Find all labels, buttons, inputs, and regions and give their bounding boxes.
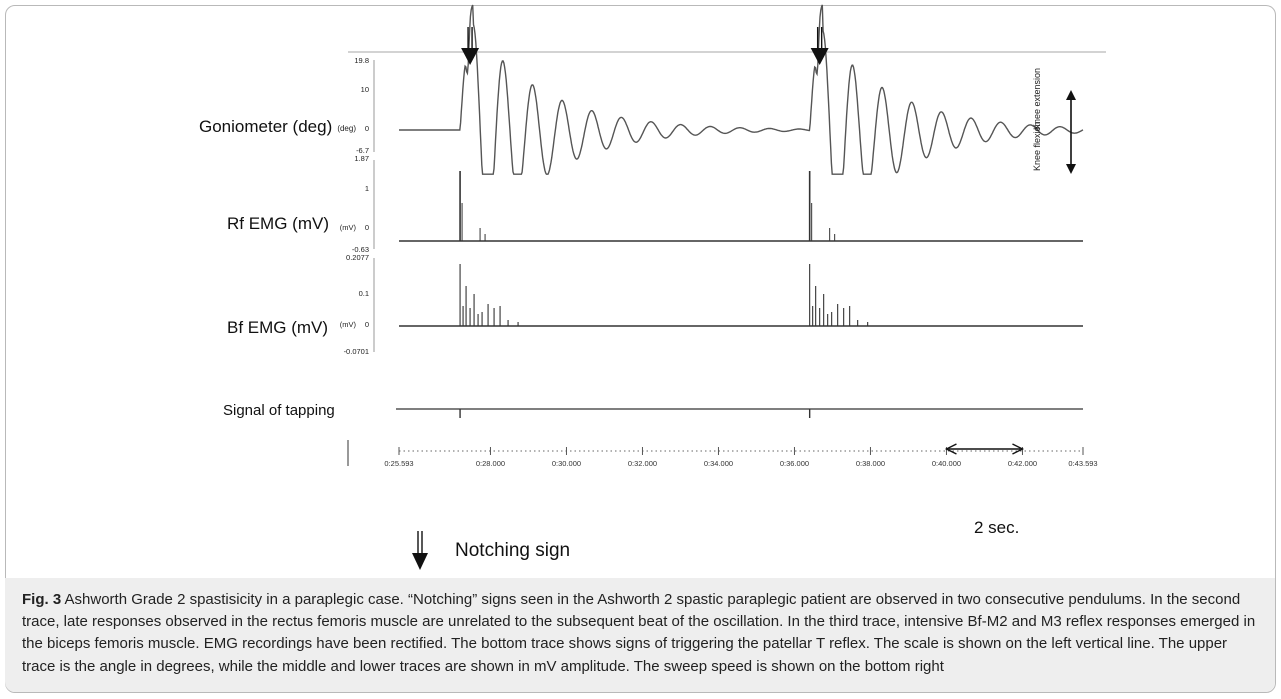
time-axis-label: 0:43.593 [1068,459,1098,468]
time-axis-label: 0:30.000 [551,459,582,468]
caption-fig-label: Fig. 3 [22,591,62,608]
gonio-tick-max: 19.8 [354,56,369,65]
rf-unit: (mV) [339,223,356,232]
scale-bar-arrow-left [944,443,957,455]
goniometer-label: Goniometer (deg) [199,117,333,136]
rf-tick-min: -0.63 [351,245,369,254]
time-axis-label: 0:38.000 [855,459,886,468]
bf-tick-max: 0.2077 [346,253,369,262]
gonio-tick-10: 10 [360,85,369,94]
goniometer-unit: (deg) [337,124,356,133]
time-axis-label: 0:34.000 [703,459,734,468]
rf-tick-0: 0 [364,223,369,232]
notching-arrow-head [810,48,829,65]
scale-bar-arrow-right [1012,443,1025,455]
rf-tick-max: 1.87 [354,154,369,163]
knee-flexion-label: Knee flexion [1032,121,1042,171]
caption-box [5,578,1275,692]
time-axis-label: 0:28.000 [475,459,506,468]
scale-bar-label: 2 sec. [974,518,1020,537]
knee-arrow-head-down [1066,164,1076,174]
gonio-tick-0: 0 [364,124,369,133]
goniometer-trace [399,4,1084,175]
rf-emg-label: Rf EMG (mV) [227,214,329,233]
notching-legend-label: Notching sign [455,540,571,561]
time-axis-label: 0:42.000 [1007,459,1038,468]
figure-frame [5,5,1276,693]
bf-tick-0.1: 0.1 [358,289,369,298]
bf-unit: (mV) [339,320,356,329]
bf-emg-label: Bf EMG (mV) [227,318,329,337]
figure-caption: Fig. 3 Ashworth Grade 2 spastisicity in … [22,589,1262,678]
legend-arrow-head [412,553,428,570]
gonio-tick-min: -6.7 [356,146,369,155]
bf-tick-0: 0 [364,320,369,329]
time-axis-label: 0:25.593 [384,459,414,468]
time-axis-label: 0:40.000 [931,459,962,468]
notching-arrow-head [461,48,480,65]
rf-tick-1: 1 [364,184,369,193]
tapping-label: Signal of tapping [223,402,335,419]
time-axis-label: 0:32.000 [627,459,658,468]
knee-arrow-head-up [1066,90,1076,100]
time-axis-label: 0:36.000 [779,459,810,468]
caption-text: Ashworth Grade 2 spastisicity in a parap… [22,591,1256,675]
bf-tick-min: -0.0701 [343,347,369,356]
